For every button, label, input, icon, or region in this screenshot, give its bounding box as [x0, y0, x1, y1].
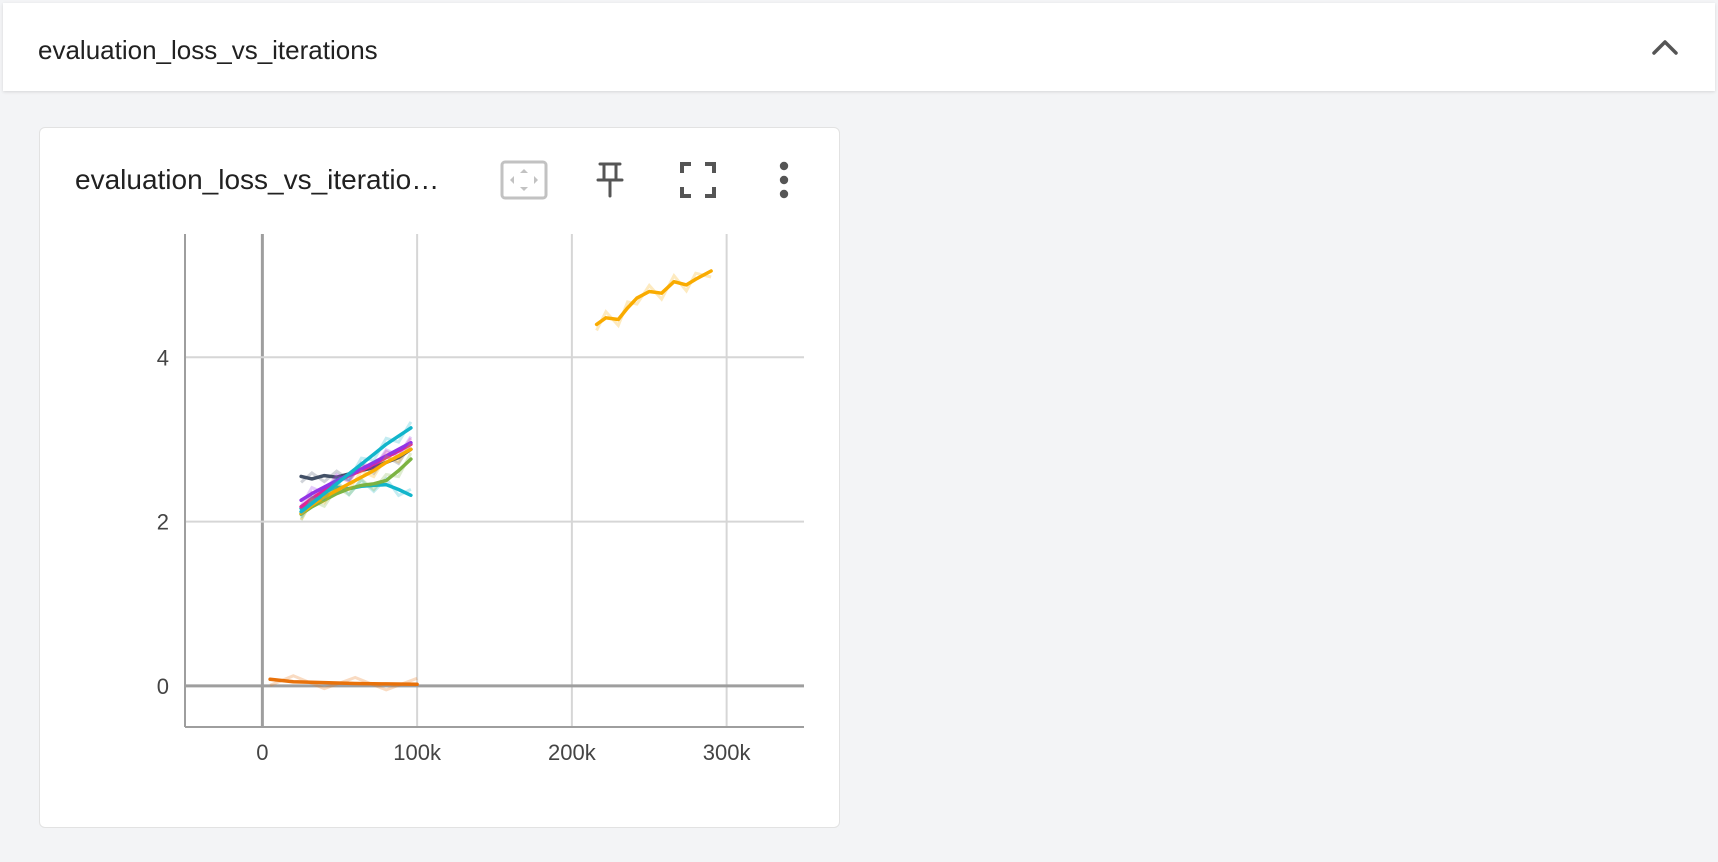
series-line	[299, 447, 413, 516]
x-tick-label: 0	[256, 740, 268, 765]
chart-card: evaluation_loss_vs_iteratio… 0 100k 200k 30…	[39, 127, 840, 828]
series-line	[299, 440, 413, 502]
fit-domain-button[interactable]	[498, 156, 550, 204]
fullscreen-icon	[680, 162, 716, 198]
y-tick-label: 4	[157, 345, 169, 370]
group-title: evaluation_loss_vs_iterations	[38, 35, 378, 65]
more-vert-icon	[779, 161, 789, 199]
x-tick-label: 200k	[548, 740, 597, 765]
x-tick-label: 100k	[393, 740, 442, 765]
pin-button[interactable]	[584, 156, 636, 204]
fullscreen-button[interactable]	[672, 156, 724, 204]
series-line	[594, 269, 713, 327]
group-header: evaluation_loss_vs_iterations	[3, 3, 1715, 91]
collapse-group-button[interactable]	[1643, 25, 1687, 69]
fit-domain-icon	[500, 160, 548, 200]
series-line	[268, 677, 419, 687]
line-chart[interactable]: 0 100k 200k 300k 0 2 4	[40, 128, 841, 829]
chevron-up-icon	[1652, 40, 1678, 55]
y-tick-label: 2	[157, 510, 169, 535]
y-tick-label: 0	[157, 674, 169, 699]
series-line	[299, 457, 413, 516]
x-tick-label: 300k	[703, 740, 752, 765]
series-line	[299, 426, 413, 514]
pin-icon	[596, 162, 624, 198]
more-options-button[interactable]	[758, 156, 810, 204]
